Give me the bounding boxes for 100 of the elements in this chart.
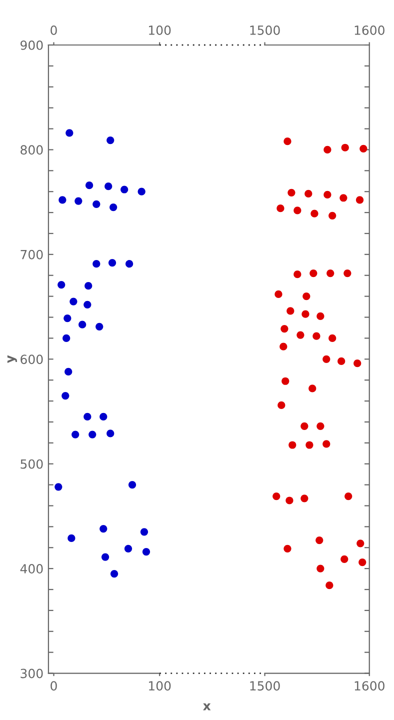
point [108,259,116,267]
point [96,322,104,330]
point [341,144,349,152]
point [138,188,146,196]
point [356,196,364,204]
point [360,144,368,152]
point [72,430,80,438]
point [322,440,330,448]
point [88,430,96,438]
point [280,342,288,350]
point [62,392,70,400]
point [68,534,76,542]
point [310,269,318,278]
point [300,494,308,502]
point [86,182,94,190]
point [294,206,302,214]
point [64,368,72,376]
point [296,331,304,339]
point [54,483,62,491]
point [84,300,92,308]
point [274,290,282,298]
point [62,334,70,342]
point [322,355,330,363]
point [310,210,318,218]
point [84,282,92,290]
point [306,441,314,449]
y-tick-label: 500 [20,459,43,469]
point [294,270,302,278]
point [140,528,148,536]
y-axis-title: y [7,355,17,364]
point [308,384,316,392]
point [70,298,78,306]
point [66,129,74,137]
x-tick-label: 100 [149,681,171,691]
x-tick-label: 0 [50,681,57,691]
point [58,196,66,204]
y-tick-label: 400 [20,564,43,574]
point [110,204,118,212]
point [272,492,280,500]
point [338,357,346,366]
point [284,138,292,146]
point [354,360,362,368]
point [101,553,110,561]
x-tick-label: 1600 [354,681,384,691]
point [302,310,310,318]
point [106,430,114,438]
point [78,320,86,328]
point [324,146,332,154]
x2-tick-label: 1500 [250,25,280,35]
point [302,292,310,300]
y-tick-label: 600 [20,354,43,364]
point [286,307,294,315]
point [282,377,290,385]
x-axis-title: x [203,703,211,710]
point [288,188,296,196]
point [324,190,332,199]
point [124,544,132,552]
point [74,197,82,205]
point [92,260,100,268]
point [100,524,108,533]
point [356,540,364,548]
x2-tick-label: 0 [50,25,57,35]
y-tick-label: 900 [20,40,43,50]
point [284,544,292,552]
point [312,332,320,340]
point [280,324,288,333]
y-tick-label: 700 [20,250,43,260]
point [316,312,324,320]
point [106,136,114,144]
point [278,401,286,410]
point [326,582,334,590]
y-tick-label: 300 [20,668,43,678]
point [344,492,352,500]
point [328,212,336,220]
point [316,422,324,430]
point [64,314,72,322]
x2-tick-label: 100 [149,25,171,35]
point [84,412,92,421]
point [316,536,324,544]
x-tick-label: 1500 [250,681,280,691]
point [142,548,150,556]
point [92,200,100,208]
point [316,564,324,572]
y-tick-label: 800 [20,145,43,155]
point [304,190,312,198]
point [358,558,366,566]
point [100,412,108,421]
point [328,334,336,342]
point [344,269,352,278]
point [326,269,334,278]
point [58,280,66,289]
point [288,441,296,449]
point [126,260,134,268]
point [340,194,348,202]
point [128,480,136,489]
point [340,555,348,563]
point [104,182,112,190]
point [120,186,128,194]
point [276,204,284,212]
point [286,496,294,504]
